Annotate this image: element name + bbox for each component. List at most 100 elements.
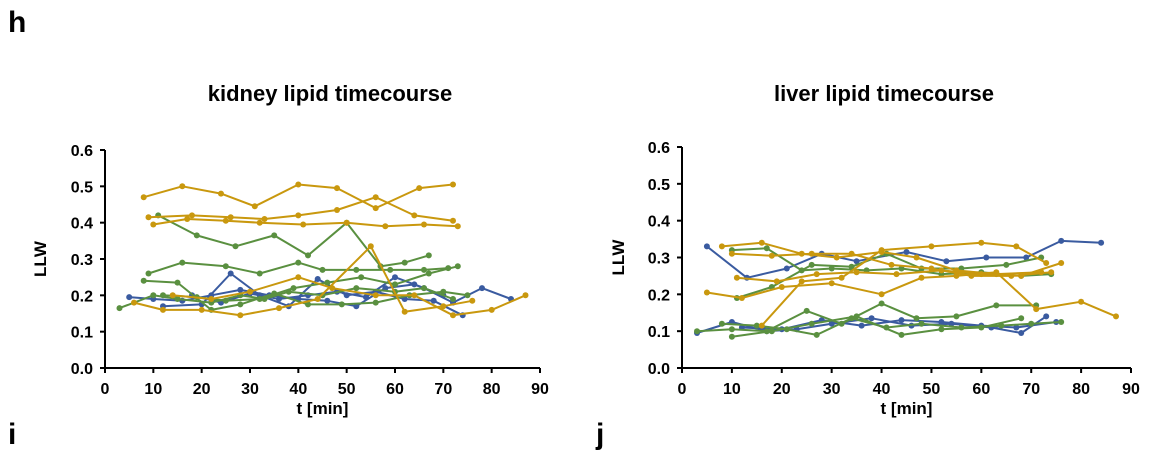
chart2-series-8-point xyxy=(978,324,985,331)
chart2-title: liver lipid timecourse xyxy=(774,81,994,106)
chart2-series-8-point xyxy=(898,331,905,338)
chart1-series-7-point xyxy=(464,292,471,299)
chart1-series-9-point xyxy=(218,190,224,197)
chart2-x-axis-label: t [min] xyxy=(881,399,933,418)
chart1-title: kidney lipid timecourse xyxy=(208,81,453,106)
chart1-y-tick-label: 0.0 xyxy=(71,361,93,378)
chart2-series-1-point xyxy=(703,243,710,250)
chart2-series-11-point xyxy=(773,278,780,285)
chart1-series-10-point xyxy=(334,207,340,213)
chart2-series-13-point xyxy=(798,278,805,285)
chart2-series-12-point xyxy=(953,272,960,279)
chart1-series-4-line xyxy=(119,287,454,310)
chart2-series-7-point xyxy=(813,331,820,338)
chart1-series-9-point xyxy=(140,194,147,201)
chart1-series-12-point xyxy=(237,312,244,319)
chart1-series-13-point xyxy=(372,292,379,299)
chart1-series-12-point xyxy=(440,303,447,310)
chart1-series-2-point xyxy=(314,276,321,282)
chart2-series-3-point xyxy=(898,317,905,324)
chart2-y-tick-label: 0.1 xyxy=(648,324,670,341)
chart1-series-7-point xyxy=(372,299,379,306)
chart1-y-tick-label: 0.5 xyxy=(71,179,93,196)
chart1-series-12-point xyxy=(276,305,282,312)
chart1-series-7-point xyxy=(338,301,345,308)
chart1-x-tick-label: 50 xyxy=(338,381,356,398)
chart1-series-5-point xyxy=(421,266,427,273)
chart1-series-5-point xyxy=(295,259,302,266)
chart2-series-10-point xyxy=(768,252,775,259)
chart1-series-9-point xyxy=(251,203,258,210)
chart2-series-13-point xyxy=(878,247,885,254)
chart2-series-11-point xyxy=(1018,272,1025,279)
chart1-series-12-point xyxy=(401,308,408,315)
chart2-series-12-point xyxy=(738,295,745,301)
chart1-series-12-point xyxy=(469,297,476,304)
chart2-y-axis-label: LLW xyxy=(609,239,628,276)
chart1-series-9-point xyxy=(295,181,302,188)
chart2-series-11-point xyxy=(1058,260,1065,266)
chart1-series-6-point xyxy=(425,252,432,259)
chart2-series-6-point xyxy=(803,307,810,314)
chart1-series-11-point xyxy=(300,221,307,228)
chart1-x-tick-label: 80 xyxy=(483,381,501,398)
chart2-x-tick-label: 0 xyxy=(678,381,687,398)
chart2-series-12-point xyxy=(828,280,835,287)
chart2-x-tick-label: 50 xyxy=(923,381,941,398)
chart2-series-12-point xyxy=(918,274,925,281)
chart2-y-tick-label: 0.5 xyxy=(648,177,670,194)
chart1-series-5-point xyxy=(353,266,360,273)
chart1-series-10-point xyxy=(295,212,302,219)
chart2-series-6-point xyxy=(694,328,700,335)
chart1-series-8-point xyxy=(222,297,229,304)
chart1-series-5-point xyxy=(222,263,229,270)
chart1-series-1-point xyxy=(126,294,133,301)
chart2-series-1-point xyxy=(903,249,910,255)
chart2-series-4-point xyxy=(828,265,835,272)
chart1-series-9-point xyxy=(334,185,340,192)
chart1-series-13-point xyxy=(329,285,336,292)
chart1-series-11-point xyxy=(222,217,229,224)
chart2-series-13-point xyxy=(978,239,985,246)
chart1-series-10-point xyxy=(261,216,268,222)
chart1-series-12-point xyxy=(131,299,137,306)
chart2-series-6-point xyxy=(993,302,1000,309)
chart2-series-11-point xyxy=(813,271,820,278)
chart1-y-tick-label: 0.4 xyxy=(71,216,93,233)
chart1-series-8-point xyxy=(290,285,297,292)
chart1-series-4-point xyxy=(150,292,157,299)
chart2-series-11-point xyxy=(938,267,945,274)
chart2-y-tick-label: 0.0 xyxy=(648,361,670,378)
chart1-series-12-point xyxy=(160,306,166,313)
chart2-series-8-point xyxy=(768,328,775,335)
chart1-x-axis-label: t [min] xyxy=(297,399,349,418)
chart1-series-5-point xyxy=(179,259,186,266)
chart1-series-10-point xyxy=(189,212,195,219)
chart1-series-3-point xyxy=(479,285,485,292)
chart2-series-6-line xyxy=(696,302,1037,333)
chart2-series-13-point xyxy=(838,274,845,281)
chart2-series-2-point xyxy=(1018,330,1025,336)
chart2-series-7-point xyxy=(918,320,925,327)
chart1-series-2-point xyxy=(430,297,437,304)
chart1-series-4-point xyxy=(421,285,427,292)
chart2-series-1-point xyxy=(783,265,790,272)
chart1-series-4-point xyxy=(353,285,360,292)
chart1-series-8-point xyxy=(160,292,166,299)
chart2-series-6-point xyxy=(728,326,735,333)
chart1-series-7-point xyxy=(440,288,447,295)
chart2-series-6-point xyxy=(953,313,960,320)
chart1-series-13-point xyxy=(522,292,529,299)
panel-label-i: i xyxy=(8,418,17,451)
chart2-series-12-point xyxy=(993,269,1000,276)
chart1-series-6-line xyxy=(157,214,430,268)
chart2-series-8-point xyxy=(1018,315,1025,322)
chart1-x-tick-label: 70 xyxy=(434,381,452,398)
chart1-series-5-point xyxy=(256,270,263,277)
chart2-series-10-point xyxy=(848,250,855,257)
chart1-y-tick-label: 0.3 xyxy=(71,252,93,269)
chart2-series-8-point xyxy=(728,333,735,340)
chart1-series-9-point xyxy=(179,183,186,190)
chart2-series-13-line xyxy=(761,241,1047,327)
